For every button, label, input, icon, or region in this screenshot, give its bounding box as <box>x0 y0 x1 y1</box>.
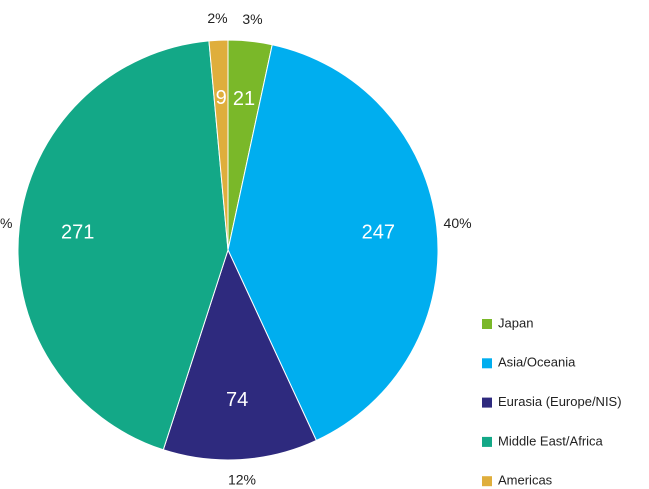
slice-percent-label: 12% <box>228 471 256 487</box>
pie-slice <box>227 44 439 442</box>
slice-value-label: 74 <box>226 389 248 411</box>
legend-swatch <box>482 397 492 408</box>
slice-value-label: 271 <box>61 222 94 244</box>
slice-value-label: 9 <box>216 87 227 109</box>
pie-slice <box>17 40 229 451</box>
slice-value-label: 247 <box>362 222 395 244</box>
legend-label: Japan <box>498 315 533 330</box>
pie-slice <box>162 248 318 461</box>
legend-swatch <box>482 358 492 369</box>
slice-percent-label: 2% <box>207 10 227 26</box>
pie-slice <box>208 39 229 251</box>
legend-swatch <box>482 319 492 329</box>
slice-percent-label: 3% <box>242 11 262 27</box>
legend-swatch <box>482 476 492 487</box>
legend-swatch <box>482 436 492 447</box>
slice-value-label: 21 <box>233 88 255 110</box>
legend-label: Americas <box>498 473 553 488</box>
legend-label: Middle East/Africa <box>498 433 604 448</box>
slice-percent-label: 43% <box>0 215 12 231</box>
legend-label: Asia/Oceania <box>498 355 576 370</box>
legend-label: Eurasia (Europe/NIS) <box>498 394 622 409</box>
slice-percent-label: 40% <box>444 215 472 231</box>
